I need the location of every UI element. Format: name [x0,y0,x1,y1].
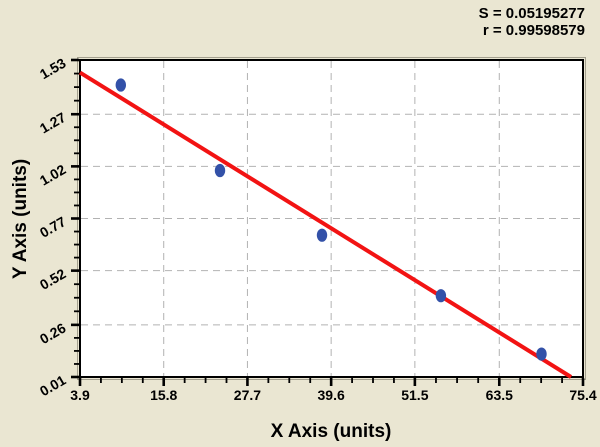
regression-line [78,70,573,379]
x-tick-label: 51.5 [401,387,428,403]
x-tick-label: 27.7 [234,387,261,403]
y-axis-title: Y Axis (units) [10,158,31,280]
stat-s-value: S = 0.05195277 [478,5,585,22]
x-tick-label: 3.9 [70,387,90,403]
x-tick-label: 15.8 [150,387,177,403]
y-tick-label: 0.52 [37,265,69,293]
data-point [214,163,226,178]
y-tick-label: 0.26 [37,319,69,347]
y-tick-label: 1.02 [37,161,69,189]
data-point [316,228,328,242]
fit-statistics: S = 0.05195277 r = 0.99598579 [479,5,585,39]
y-tick-label: 1.53 [37,55,69,83]
x-tick-label: 63.5 [486,387,513,403]
data-point [115,78,127,92]
data-point [435,289,447,303]
y-tick-label: 1.27 [37,109,69,137]
x-tick-label: 75.4 [569,387,596,403]
stat-r-value: r = 0.99598579 [482,22,585,39]
y-tick-label: 0.01 [37,372,69,400]
data-point [536,347,547,361]
x-axis-title: X Axis (units) [270,421,392,442]
y-tick-label: 0.77 [37,213,69,241]
x-tick-label: 39.6 [318,387,345,403]
